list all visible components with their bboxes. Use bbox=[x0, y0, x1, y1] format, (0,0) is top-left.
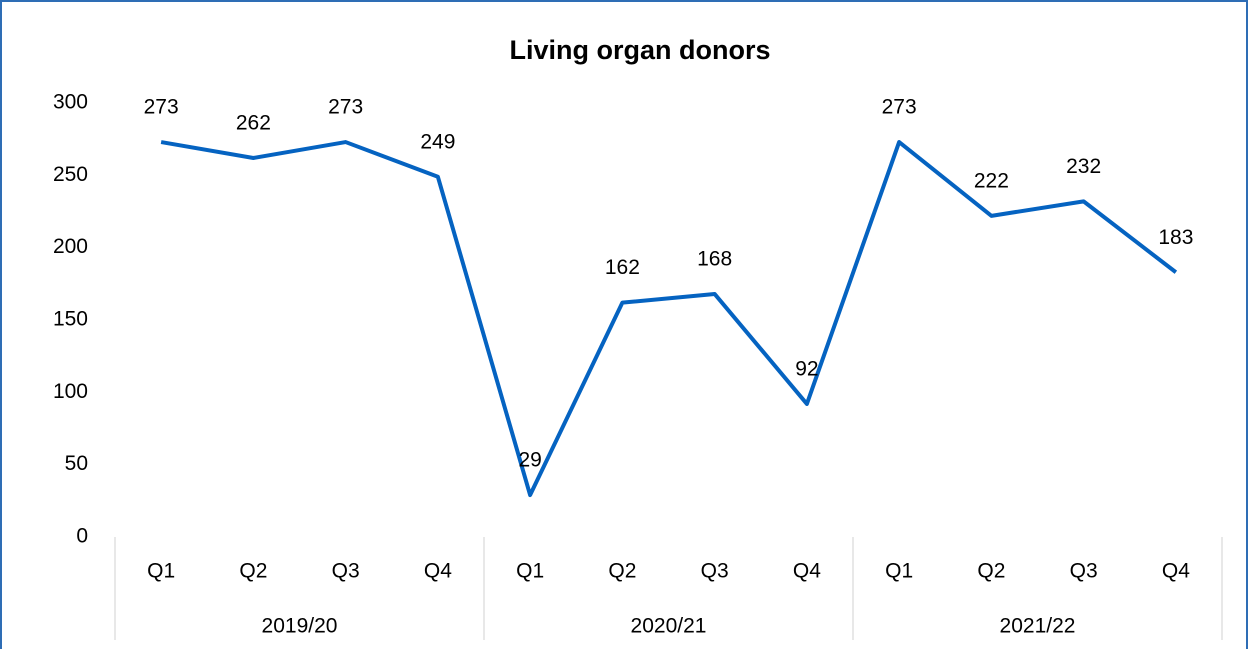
data-label: 273 bbox=[144, 96, 179, 119]
x-tick-label: Q3 bbox=[1070, 560, 1098, 583]
x-tick-label: Q4 bbox=[1162, 560, 1190, 583]
y-tick-label: 50 bbox=[65, 452, 88, 475]
x-tick-label: Q3 bbox=[701, 560, 729, 583]
x-tick-label: Q4 bbox=[424, 560, 452, 583]
x-tick-label: Q2 bbox=[239, 560, 267, 583]
data-label: 273 bbox=[328, 96, 363, 119]
data-label: 273 bbox=[882, 96, 917, 119]
y-tick-label: 300 bbox=[53, 91, 88, 114]
data-label: 168 bbox=[697, 248, 732, 271]
y-tick-label: 150 bbox=[53, 308, 88, 331]
data-label: 262 bbox=[236, 112, 271, 135]
x-tick-label: Q2 bbox=[608, 560, 636, 583]
x-tick-label: Q2 bbox=[977, 560, 1005, 583]
category-group-label: 2020/21 bbox=[631, 615, 707, 638]
data-label: 29 bbox=[518, 449, 541, 472]
data-label: 162 bbox=[605, 256, 640, 279]
y-tick-label: 0 bbox=[76, 525, 88, 548]
data-label: 249 bbox=[420, 130, 455, 153]
x-tick-label: Q1 bbox=[885, 560, 913, 583]
category-group-label: 2019/20 bbox=[262, 615, 338, 638]
x-tick-label: Q1 bbox=[516, 560, 544, 583]
y-tick-label: 100 bbox=[53, 380, 88, 403]
x-tick-label: Q4 bbox=[793, 560, 821, 583]
data-line bbox=[160, 140, 1178, 498]
x-tick-label: Q1 bbox=[147, 560, 175, 583]
y-tick-label: 250 bbox=[53, 163, 88, 186]
data-label: 183 bbox=[1158, 226, 1193, 249]
data-label: 232 bbox=[1066, 155, 1101, 178]
data-label: 92 bbox=[795, 357, 818, 380]
x-tick-label: Q3 bbox=[332, 560, 360, 583]
category-group-label: 2021/22 bbox=[1000, 615, 1076, 638]
chart-title: Living organ donors bbox=[510, 35, 771, 65]
y-tick-label: 200 bbox=[53, 235, 88, 258]
data-label: 222 bbox=[974, 169, 1009, 192]
